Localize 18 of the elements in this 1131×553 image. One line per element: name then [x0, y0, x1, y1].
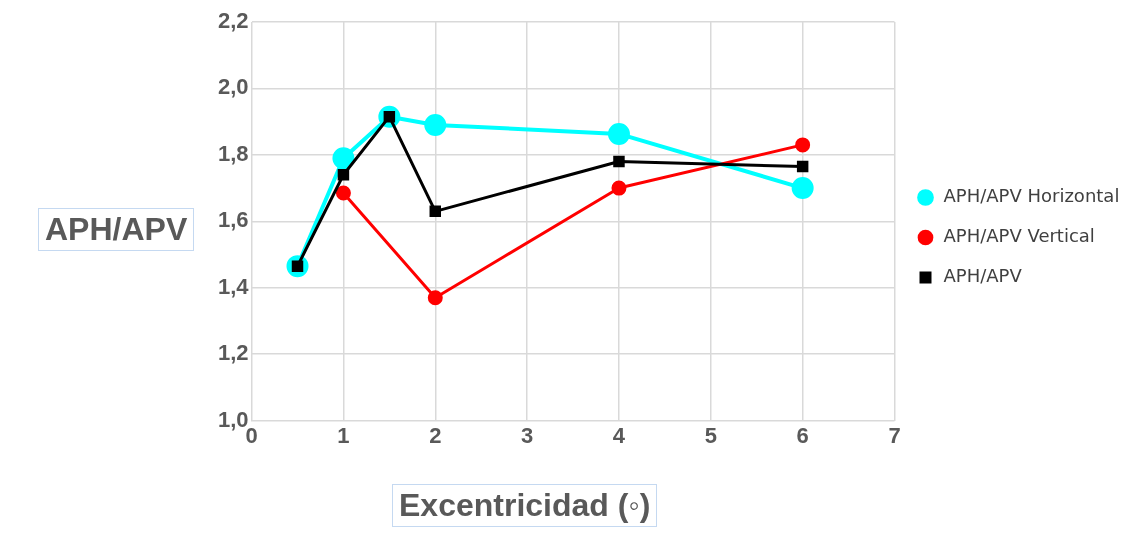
- x-tick-label: 7: [888, 422, 901, 448]
- x-axis-title: Excentricidad (◦): [392, 484, 658, 527]
- legend-label: APH/APV Vertical: [943, 225, 1095, 247]
- legend-label: APH/APV Horizontal: [943, 185, 1120, 207]
- x-tick-label: 3: [520, 422, 534, 448]
- y-axis-title: APH/APV: [38, 208, 195, 251]
- x-tick-label: 5: [704, 422, 717, 448]
- y-tick-label: 2,2: [217, 8, 249, 34]
- y-tick-label: 1,6: [217, 207, 249, 233]
- y-tick-label: 1,2: [217, 340, 249, 366]
- y-tick-label: 1,8: [217, 140, 249, 166]
- x-tick-label: 4: [612, 422, 626, 448]
- x-tick-label: 1: [337, 422, 350, 448]
- y-tick-label: 2,0: [217, 74, 249, 100]
- x-tick-label: 6: [796, 422, 809, 448]
- y-tick-label: 1,4: [217, 273, 250, 299]
- legend-label: APH/APV: [943, 265, 1023, 287]
- x-tick-label: 2: [429, 422, 442, 448]
